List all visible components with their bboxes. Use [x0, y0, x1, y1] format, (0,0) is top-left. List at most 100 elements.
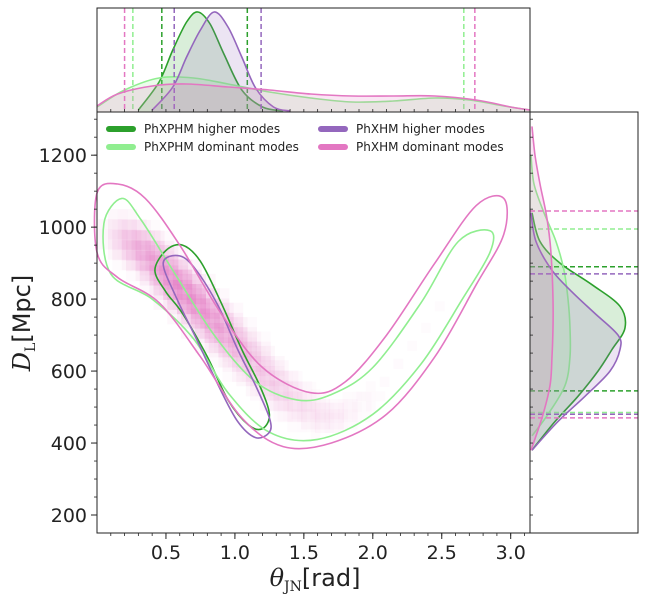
dl-marginal-line-0: [531, 212, 627, 451]
heatmap-cell: [194, 302, 205, 313]
heatmap-cell: [245, 376, 256, 387]
heatmap-cell: [153, 279, 164, 290]
heatmap-cell: [324, 422, 335, 433]
heatmap-cell: [283, 401, 293, 412]
legend-swatch: [106, 126, 136, 132]
heatmap-cell: [135, 250, 146, 261]
heatmap-cell: [232, 351, 242, 362]
heatmap-cell: [127, 249, 137, 260]
heatmap-cell: [338, 409, 348, 420]
heatmap-cell: [421, 323, 431, 333]
heatmap-cell: [182, 269, 193, 280]
heatmap-cell: [310, 419, 321, 430]
heatmap-cell: [137, 219, 147, 230]
heatmap-cell: [379, 376, 390, 387]
heatmap-cell: [172, 299, 183, 310]
heatmap-cell: [163, 259, 173, 270]
heatmap-cell: [177, 273, 187, 284]
heatmap-cell: [273, 401, 284, 412]
heatmap-cell: [154, 250, 165, 261]
heatmap-cell: [352, 391, 362, 402]
heatmap-cell: [121, 230, 132, 241]
legend-label: PhXHM dominant modes: [356, 140, 504, 154]
heatmap-cell: [245, 386, 256, 397]
heatmap-cell: [200, 288, 211, 299]
heatmap-cell: [283, 391, 293, 402]
heatmap-cell: [328, 399, 339, 410]
legend-label: PhXPHM higher modes: [144, 122, 281, 136]
heatmap-cell: [301, 409, 311, 420]
x-tick-label: 1.0: [220, 542, 250, 564]
dl-marginal-line-2: [530, 212, 622, 451]
dl-marginal-fill-3: [530, 126, 554, 451]
heatmap-cell: [265, 376, 275, 387]
heatmap-cell: [141, 230, 151, 241]
heatmap-cell: [204, 302, 215, 313]
heatmap-cell: [121, 260, 132, 271]
heatmap-cell: [328, 409, 339, 420]
heatmap-cell: [196, 273, 206, 284]
heatmap-cell: [261, 361, 271, 372]
heatmap-cell: [214, 312, 224, 323]
heatmap-cell: [283, 411, 293, 422]
y-tick-label: 1000: [39, 217, 87, 239]
heatmap-cell: [205, 294, 216, 305]
heatmap-cell: [247, 337, 257, 348]
density-heatmap: [98, 209, 431, 433]
heatmap-cell: [145, 261, 155, 272]
heatmap-cell: [247, 327, 257, 338]
heatmap-cell: [328, 419, 339, 430]
heatmap-cell: [204, 332, 215, 343]
heatmap-cell: [343, 392, 353, 402]
heatmap-cell: [237, 317, 248, 328]
heatmap-cell: [204, 343, 215, 354]
heatmap-cell: [141, 219, 151, 230]
heatmap-cell: [250, 390, 260, 401]
heatmap-cell: [112, 220, 122, 230]
heatmap-cell: [356, 391, 366, 401]
heatmap-cell: [150, 240, 161, 251]
heatmap-cell: [145, 250, 155, 261]
heatmap-cell: [237, 357, 248, 368]
heatmap-cell: [112, 240, 122, 251]
heatmap-cell: [306, 391, 317, 402]
heatmap-cell: [251, 351, 262, 362]
heatmap-cell: [366, 381, 376, 391]
heatmap-cell: [163, 269, 173, 280]
heatmap-cell: [236, 366, 246, 377]
heatmap-cell: [178, 255, 189, 266]
legend-item-phxphm-dominant: PhXPHM dominant modes: [106, 138, 299, 156]
heatmap-cell: [297, 412, 307, 423]
heatmap-cell: [205, 314, 216, 325]
heatmap-cell: [159, 285, 169, 296]
x-axis-label-unit: [rad]: [302, 564, 361, 592]
heatmap-cell: [190, 288, 201, 299]
heatmap-cell: [219, 288, 230, 299]
heatmap-cell: [265, 366, 275, 377]
distance-marginal-panel: [530, 126, 638, 451]
heatmap-cell: [135, 240, 146, 251]
heatmap-cell: [320, 399, 331, 410]
heatmap-cell: [232, 361, 242, 372]
heatmap-cell: [259, 380, 270, 391]
heatmap-cell: [301, 419, 311, 430]
heatmap-cell: [112, 230, 122, 241]
heatmap-cell: [149, 245, 160, 256]
heatmap-cell: [228, 347, 238, 358]
heatmap-cell: [121, 219, 132, 230]
heatmap-cell: [192, 279, 202, 290]
heatmap-cell: [164, 240, 175, 251]
heatmap-cell: [314, 412, 325, 423]
heatmap-cell: [218, 327, 229, 338]
heatmap-cell: [145, 240, 155, 251]
heatmap-cell: [190, 328, 201, 339]
heatmap-cell: [208, 357, 219, 368]
heatmap-cell: [222, 341, 233, 352]
heatmap-cell: [218, 337, 229, 348]
heatmap-cell: [218, 357, 229, 368]
heatmap-cell: [320, 409, 331, 420]
heatmap-cell: [150, 250, 161, 261]
heatmap-cell: [219, 328, 230, 339]
heatmap-cell: [223, 343, 234, 354]
heatmap-cell: [181, 298, 191, 309]
